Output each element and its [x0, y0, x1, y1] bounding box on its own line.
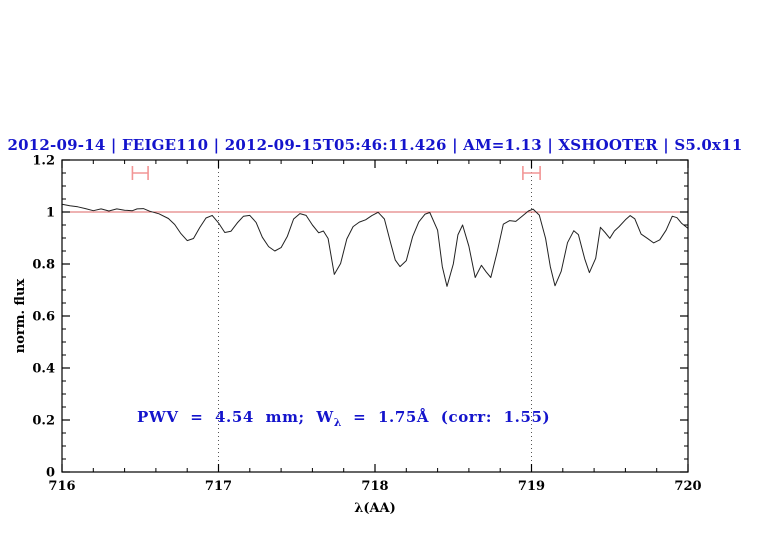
y-tick-label: 0.2 [32, 414, 55, 429]
x-tick-label: 719 [518, 479, 545, 494]
x-axis-label: λ(AA) [354, 501, 396, 516]
y-tick-label: 0.8 [32, 258, 55, 273]
y-axis-label: norm. flux [13, 279, 28, 354]
x-tick-label: 718 [361, 479, 388, 494]
y-tick-label: 0 [46, 466, 55, 481]
pwv-lambda-subscript: λ [333, 416, 342, 429]
pwv-text-pre: PWV = 4.54 mm; W [137, 408, 334, 426]
y-tick-label: 0.6 [32, 310, 55, 325]
x-tick-label: 720 [674, 479, 701, 494]
y-tick-label: 1 [46, 206, 55, 221]
y-tick-label: 0.4 [32, 362, 55, 377]
pwv-annotation: PWV = 4.54 mm; Wλ = 1.75Å (corr: 1.55) [137, 408, 551, 429]
plot-title: 2012-09-14 | FEIGE110 | 2012-09-15T05:46… [7, 136, 743, 154]
spectrum-line [61, 203, 689, 287]
x-tick-label: 717 [205, 479, 232, 494]
pwv-text-post: = 1.75Å (corr: 1.55) [341, 408, 551, 426]
x-tick-label: 716 [48, 479, 75, 494]
y-tick-label: 1.2 [32, 154, 55, 169]
